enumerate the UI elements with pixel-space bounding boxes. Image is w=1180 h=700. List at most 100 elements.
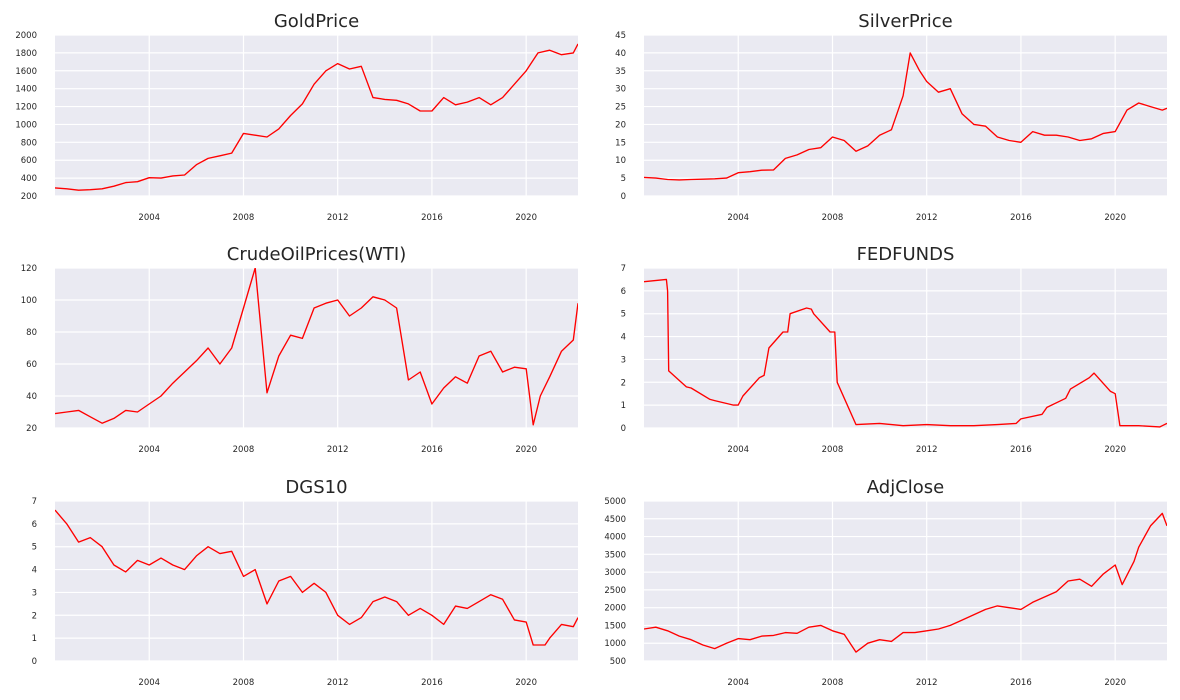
y-tick-label: 5 — [621, 310, 626, 320]
y-tick-label: 500 — [610, 657, 626, 667]
y-tick-label: 7 — [32, 497, 37, 507]
y-tick-label: 30 — [615, 85, 626, 95]
y-tick-label: 100 — [21, 296, 37, 306]
plot-area — [55, 268, 578, 428]
y-tick-label: 6 — [621, 287, 626, 297]
subplot-dgs10: 0 1 2 3 4 5 6 7 2004 2008 2012 2016 2020 DGS10 — [32, 477, 578, 688]
y-tick-label: 45 — [615, 31, 626, 41]
y-tick-label: 3 — [32, 588, 37, 598]
y-tick-label: 1800 — [15, 49, 37, 59]
y-tick-label: 0 — [621, 192, 626, 202]
y-tick-label: 120 — [21, 264, 37, 274]
chart-title: AdjClose — [867, 477, 944, 498]
y-tick-label: 4500 — [604, 515, 626, 525]
series-line-dgs10 — [55, 509, 578, 646]
y-tick-label: 5 — [32, 543, 37, 553]
x-tick-label: 2020 — [515, 678, 537, 688]
gridlines — [644, 500, 1167, 662]
y-tick-label: 2000 — [604, 604, 626, 614]
y-tick-label: 40 — [26, 392, 37, 402]
y-tick-label: 1 — [621, 401, 626, 411]
y-tick-label: 1000 — [15, 120, 37, 130]
chart-title: FEDFUNDS — [857, 244, 955, 265]
plot-area — [55, 35, 578, 196]
y-tick-label: 600 — [21, 156, 37, 166]
y-tick-label: 20 — [26, 424, 37, 434]
y-tick-label: 3 — [621, 355, 626, 365]
x-tick-label: 2020 — [515, 213, 537, 223]
x-tick-label: 2008 — [822, 213, 844, 223]
y-tick-label: 400 — [21, 174, 37, 184]
x-tick-label: 2004 — [138, 445, 160, 455]
y-tick-label: 1400 — [15, 85, 37, 95]
x-tick-label: 2008 — [233, 678, 255, 688]
y-tick-label: 2500 — [604, 586, 626, 596]
x-tick-label: 2016 — [1010, 213, 1032, 223]
x-tick-label: 2004 — [727, 445, 749, 455]
y-tick-label: 25 — [615, 103, 626, 113]
series-line-goldprice — [55, 43, 578, 191]
x-tick-label: 2012 — [327, 213, 349, 223]
x-tick-label: 2008 — [233, 213, 255, 223]
subplot-silverprice: 0 5 10 15 20 25 30 35 40 45 2004 2008 2012 2016 2020 Si… — [615, 11, 1167, 223]
y-tick-label: 15 — [615, 138, 626, 148]
y-tick-label: 200 — [21, 192, 37, 202]
series-line-fedfunds — [644, 278, 1167, 428]
y-tick-label: 4 — [32, 566, 37, 576]
x-tick-label: 2012 — [916, 213, 938, 223]
x-tick-label: 2008 — [822, 445, 844, 455]
x-tick-label: 2020 — [1104, 213, 1126, 223]
x-tick-label: 2016 — [421, 213, 443, 223]
y-tick-label: 20 — [615, 120, 626, 130]
y-tick-label: 35 — [615, 67, 626, 77]
x-tick-label: 2004 — [138, 213, 160, 223]
gridlines — [644, 34, 1167, 197]
y-tick-label: 1500 — [604, 621, 626, 631]
y-tick-label: 2000 — [15, 31, 37, 41]
y-tick-label: 1000 — [604, 639, 626, 649]
series-line-silverprice — [644, 52, 1167, 181]
y-tick-label: 4000 — [604, 533, 626, 543]
y-tick-label: 0 — [32, 657, 37, 667]
y-tick-label: 5000 — [604, 497, 626, 507]
x-tick-label: 2016 — [1010, 445, 1032, 455]
y-tick-label: 80 — [26, 328, 37, 338]
y-tick-label: 3000 — [604, 568, 626, 578]
gridlines — [55, 34, 578, 197]
y-tick-label: 1200 — [15, 103, 37, 113]
gridlines — [55, 500, 578, 662]
y-tick-label: 7 — [621, 264, 626, 274]
x-tick-label: 2016 — [1010, 678, 1032, 688]
y-tick-label: 6 — [32, 520, 37, 530]
series-line-adjclose — [644, 512, 1167, 653]
x-tick-label: 2008 — [233, 445, 255, 455]
y-tick-label: 40 — [615, 49, 626, 59]
x-tick-label: 2012 — [916, 678, 938, 688]
x-tick-label: 2008 — [822, 678, 844, 688]
x-tick-label: 2020 — [1104, 445, 1126, 455]
chart-title: CrudeOilPrices(WTI) — [227, 244, 406, 265]
y-tick-label: 2 — [621, 378, 626, 388]
x-tick-label: 2012 — [327, 678, 349, 688]
x-tick-label: 2004 — [138, 678, 160, 688]
subplot-fedfunds: 0 1 2 3 4 5 6 7 2004 2008 2012 2016 2020 FEDFUNDS — [621, 244, 1167, 455]
y-tick-label: 5 — [621, 174, 626, 184]
plot-area — [55, 501, 578, 661]
y-tick-label: 1 — [32, 634, 37, 644]
x-tick-label: 2012 — [327, 445, 349, 455]
x-tick-label: 2016 — [421, 678, 443, 688]
chart-title: SilverPrice — [858, 11, 952, 32]
x-tick-label: 2012 — [916, 445, 938, 455]
chart-title: DGS10 — [285, 477, 347, 498]
y-tick-label: 800 — [21, 138, 37, 148]
x-tick-label: 2020 — [515, 445, 537, 455]
y-tick-label: 60 — [26, 360, 37, 370]
subplot-goldprice: 200 400 600 800 1000 1200 1400 1600 1800 2000 2004… — [15, 11, 578, 223]
x-tick-label: 2004 — [727, 678, 749, 688]
x-tick-label: 2016 — [421, 445, 443, 455]
x-tick-label: 2004 — [727, 213, 749, 223]
y-tick-label: 10 — [615, 156, 626, 166]
series-line-crudeoilprices-wti — [55, 268, 578, 426]
y-tick-label: 4 — [621, 333, 626, 343]
